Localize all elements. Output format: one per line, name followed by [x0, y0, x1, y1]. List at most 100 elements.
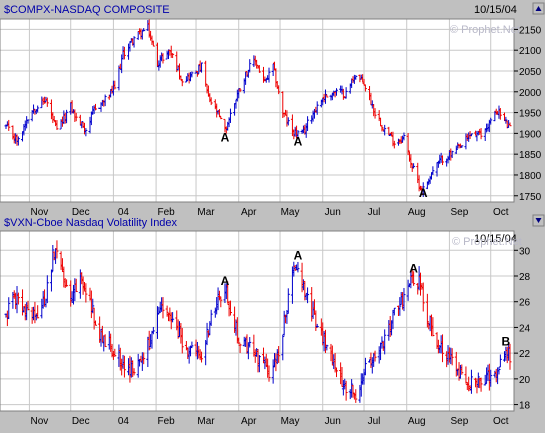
ohlc-bar	[65, 109, 69, 124]
ohlc-bar	[306, 116, 310, 132]
ohlc-bar	[277, 85, 281, 95]
x-tick-label: Apr	[241, 207, 257, 218]
ohlc-bar	[508, 343, 512, 370]
ohlc-bar	[51, 244, 55, 272]
ohlc-bar	[132, 36, 136, 48]
ohlc-bar	[180, 79, 184, 87]
x-tick-label: Oct	[493, 416, 509, 427]
pattern-annotation-label: A	[221, 131, 230, 145]
vxn-chart-title: $VXN-Cboe Nasdaq Volatility Index	[4, 217, 178, 229]
vxn-x-axis: Nov Dec 04 Feb Mar Apr May Jun Jul Aug Sep Oct	[31, 416, 509, 427]
ohlc-bar	[498, 354, 502, 368]
ohlc-bar	[431, 166, 435, 175]
ohlc-bar	[286, 117, 290, 126]
ohlc-bar	[306, 287, 310, 304]
ohlc-bar	[55, 240, 59, 259]
ohlc-bar	[219, 116, 223, 120]
vxn-panel: A A A B $VXN-Cboe Nasdaq Volatility Index 1…	[0, 217, 531, 427]
nasdaq-x-axis: Nov Dec 04 Feb Mar Apr May Jun Jul Aug Sep Oct	[31, 207, 509, 218]
ohlc-bar	[237, 337, 241, 344]
ohlc-bar	[200, 351, 204, 363]
y-tick-label: 1800	[519, 171, 542, 182]
ohlc-bar	[402, 132, 406, 141]
ohlc-bar	[392, 140, 396, 149]
triangle-up-icon	[535, 6, 542, 11]
ohlc-bar	[171, 53, 175, 59]
ohlc-bar	[217, 109, 221, 117]
x-tick-label: Mar	[197, 207, 215, 218]
y-tick-label: 18	[519, 401, 531, 412]
y-tick-label: 2000	[519, 88, 542, 99]
ohlc-bar	[421, 182, 425, 198]
y-tick-label: 20	[519, 375, 531, 386]
ohlc-bar	[190, 341, 194, 349]
ohlc-bar	[248, 59, 252, 73]
ohlc-bar	[36, 305, 40, 319]
ohlc-bar	[383, 124, 387, 136]
triangle-down-icon	[535, 218, 542, 223]
x-tick-label: Oct	[493, 207, 509, 218]
nasdaq-plot-area	[0, 19, 514, 202]
ohlc-bar	[323, 89, 327, 104]
ohlc-bar	[74, 278, 78, 293]
y-tick-label: 24	[519, 323, 531, 334]
scroll-down-button[interactable]	[532, 214, 545, 227]
ohlc-bar	[380, 124, 384, 132]
ohlc-bar	[441, 155, 445, 166]
scroll-up-button[interactable]	[532, 2, 545, 15]
ohlc-bar	[140, 30, 144, 40]
ohlc-bar	[7, 119, 11, 131]
ohlc-bar	[267, 67, 271, 83]
x-tick-label: Aug	[408, 416, 426, 427]
ohlc-bar	[498, 108, 502, 120]
ohlc-bar	[296, 261, 300, 273]
ohlc-bar	[49, 269, 53, 292]
vxn-price-bars	[4, 240, 512, 403]
ohlc-bar	[103, 334, 107, 348]
ohlc-bar	[363, 84, 367, 92]
x-tick-label: Jul	[368, 416, 381, 427]
y-tick-label: 1950	[519, 109, 542, 120]
y-tick-label: 28	[519, 272, 531, 283]
vxn-date-label: 10/15/04	[474, 233, 517, 245]
ohlc-bar	[171, 312, 175, 323]
ohlc-bar	[43, 96, 47, 104]
ohlc-bar	[508, 122, 512, 127]
vxn-plot-frame	[0, 230, 515, 412]
ohlc-bar	[402, 288, 406, 312]
x-tick-label: Sep	[451, 416, 469, 427]
ohlc-bar	[151, 40, 155, 47]
ohlc-bar	[277, 346, 281, 363]
x-tick-label: Apr	[241, 416, 257, 427]
x-tick-label: Dec	[72, 416, 90, 427]
ohlc-bar	[205, 322, 209, 346]
ohlc-bar	[267, 365, 271, 382]
ohlc-bar	[409, 154, 413, 169]
ohlc-bar	[45, 275, 49, 304]
pattern-annotation-label: A	[294, 248, 303, 262]
ohlc-bar	[425, 293, 429, 328]
ohlc-bar	[354, 389, 358, 403]
ohlc-bar	[26, 300, 30, 311]
ohlc-bar	[421, 282, 425, 312]
ohlc-bar	[315, 323, 319, 328]
y-tick-label: 2100	[519, 46, 542, 57]
ohlc-bar	[161, 53, 165, 64]
ohlc-bar	[363, 357, 367, 376]
ohlc-bar	[55, 120, 59, 130]
nasdaq-y-axis: 1750 1800 1850 1900 1950 2000 2050 2100 2150	[514, 25, 542, 203]
ohlc-bar	[286, 288, 290, 314]
ohlc-bar	[74, 112, 78, 122]
vxn-plot-area	[0, 231, 514, 411]
x-tick-label: Feb	[157, 416, 175, 427]
ohlc-bar	[94, 320, 98, 326]
ohlc-bar	[26, 119, 30, 124]
ohlc-bar	[238, 88, 242, 93]
ohlc-bar	[103, 94, 107, 107]
ohlc-bar	[281, 334, 285, 361]
nasdaq-price-bars	[4, 18, 512, 198]
ohlc-bar	[113, 80, 117, 90]
ohlc-bar	[460, 145, 464, 148]
y-tick-label: 22	[519, 349, 531, 360]
ohlc-bar	[441, 334, 445, 363]
